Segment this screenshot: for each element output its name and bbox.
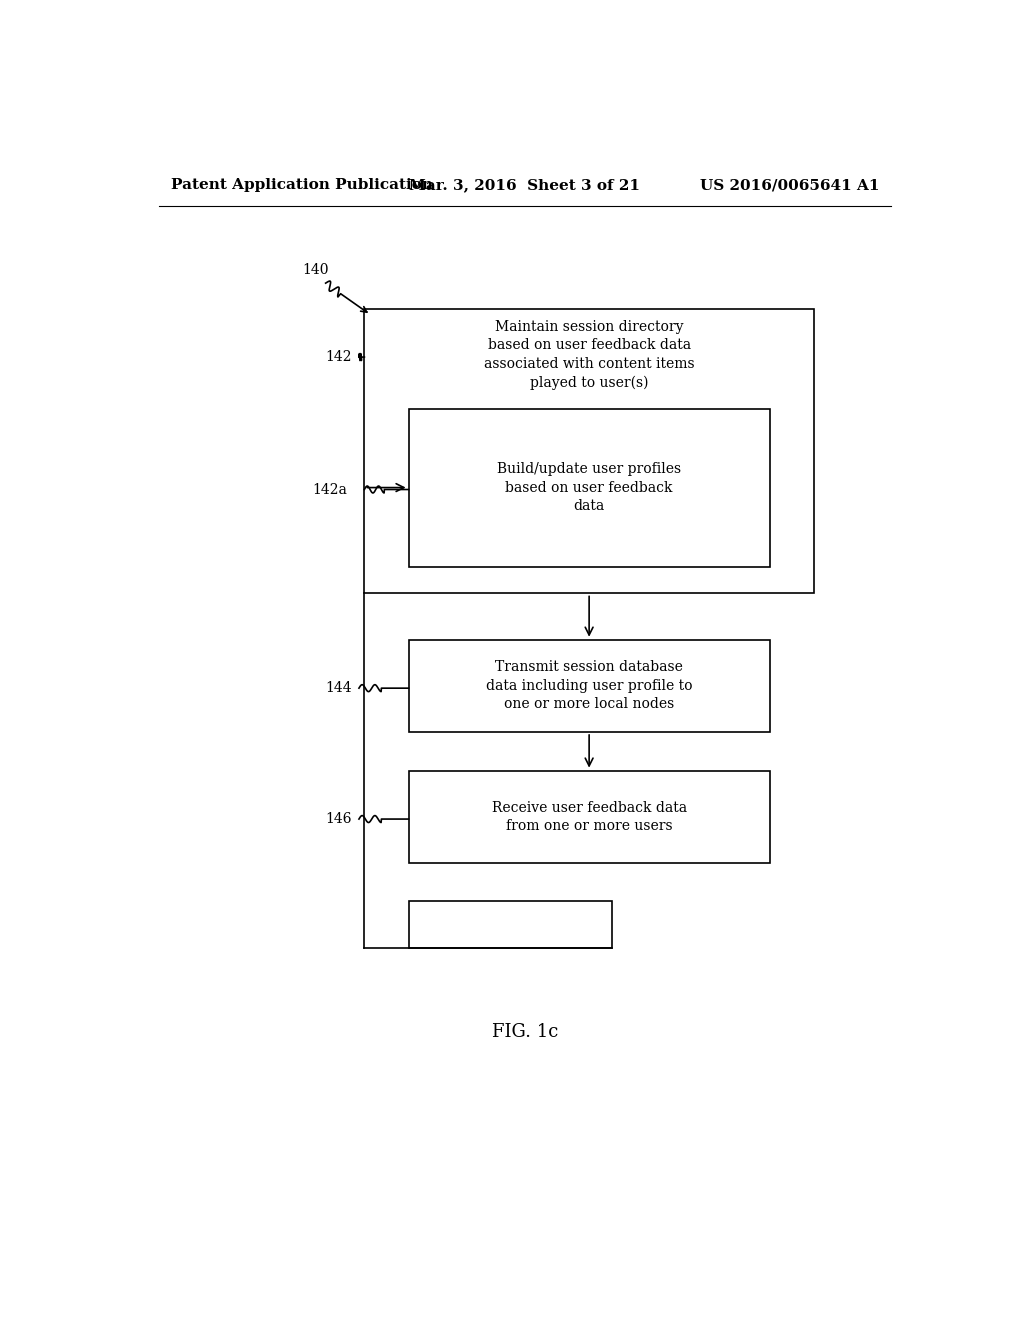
- Text: 144: 144: [326, 681, 352, 696]
- Text: FIG. 1c: FIG. 1c: [492, 1023, 558, 1041]
- Text: Build/update user profiles
based on user feedback
data: Build/update user profiles based on user…: [497, 462, 681, 513]
- Text: 140: 140: [302, 263, 329, 277]
- Text: Transmit session database
data including user profile to
one or more local nodes: Transmit session database data including…: [485, 660, 692, 711]
- Bar: [409, 771, 770, 863]
- Text: 142: 142: [326, 350, 352, 364]
- Text: 142a: 142a: [312, 483, 347, 496]
- Bar: [409, 409, 770, 566]
- Text: Maintain session directory
based on user feedback data
associated with content i: Maintain session directory based on user…: [483, 319, 694, 389]
- Bar: [409, 902, 612, 948]
- Text: Mar. 3, 2016  Sheet 3 of 21: Mar. 3, 2016 Sheet 3 of 21: [410, 178, 640, 193]
- Text: 146: 146: [326, 812, 352, 826]
- Text: US 2016/0065641 A1: US 2016/0065641 A1: [700, 178, 880, 193]
- Bar: [409, 640, 770, 733]
- Bar: [365, 309, 814, 594]
- Text: Patent Application Publication: Patent Application Publication: [171, 178, 432, 193]
- Text: Receive user feedback data
from one or more users: Receive user feedback data from one or m…: [492, 800, 687, 833]
